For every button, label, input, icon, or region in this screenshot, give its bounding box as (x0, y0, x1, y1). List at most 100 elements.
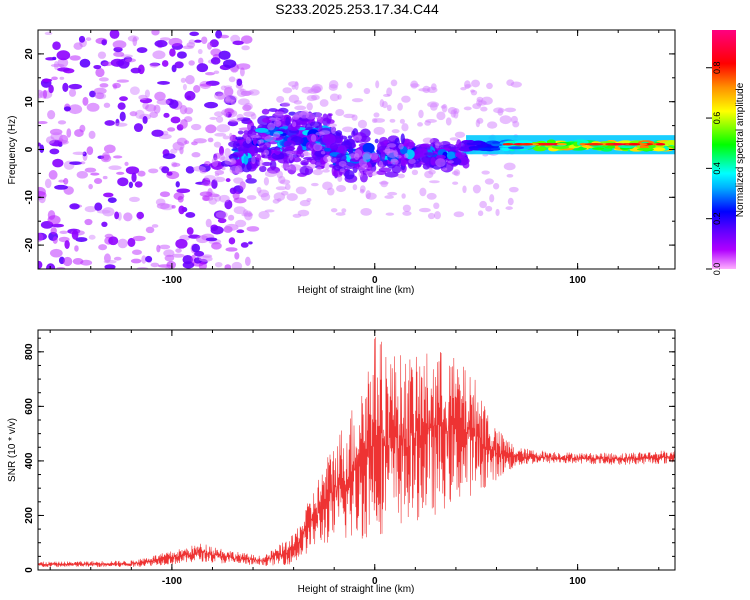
heatmap-cell (335, 212, 346, 216)
heatmap-cell (250, 113, 257, 120)
heatmap-cell (156, 202, 170, 210)
heatmap-cell (113, 155, 123, 159)
heatmap-cell (167, 127, 176, 132)
colorbar-tick-label: 0.6 (712, 112, 722, 125)
heatmap-cell (347, 135, 353, 140)
heatmap-cell (236, 63, 251, 70)
heatmap-cell (185, 166, 195, 174)
heatmap-cell (328, 80, 339, 89)
heatmap-cell (129, 196, 140, 203)
heatmap-cell (312, 169, 323, 176)
heatmap-cell (285, 116, 291, 127)
heatmap-cell (93, 64, 102, 70)
heatmap-cell (434, 141, 444, 146)
heatmap-cell (159, 244, 171, 250)
heatmap-cell (509, 186, 519, 193)
heatmap-cell (213, 70, 220, 75)
heatmap-cell (124, 58, 137, 63)
heatmap-cell (52, 158, 64, 168)
heatmap-cell (250, 135, 260, 139)
heatmap-cell (178, 205, 185, 215)
colorbar-tick-label: 0.4 (712, 162, 722, 175)
heatmap-cell (337, 175, 343, 183)
heatmap-cell (430, 157, 436, 166)
heatmap-cell (295, 186, 307, 195)
heatmap-cell (205, 124, 217, 134)
heatmap-cell (462, 185, 467, 194)
heatmap-cell (144, 89, 150, 98)
heatmap-cell (205, 72, 215, 76)
heatmap-cell (58, 179, 65, 183)
heatmap-cell (44, 178, 52, 189)
heatmap-cell (99, 83, 109, 88)
heatmap-cell (193, 138, 207, 144)
heatmap-cell (198, 57, 204, 65)
heatmap-cell (258, 210, 270, 220)
heatmap-cell (156, 99, 171, 105)
heatmap-cell (397, 102, 403, 111)
heatmap-cell (272, 132, 281, 139)
heatmap-cell (49, 248, 63, 258)
heatmap-cell (112, 82, 121, 89)
heatmap-cell (289, 164, 302, 171)
spectrogram-xtick-label: 0 (372, 275, 378, 286)
heatmap-cell (484, 178, 494, 185)
heatmap-cell (193, 85, 201, 93)
heatmap-cell (42, 89, 48, 99)
heatmap-cell (402, 204, 411, 212)
heatmap-cell (387, 143, 397, 148)
heatmap-cell (190, 123, 202, 131)
heatmap-cell (154, 91, 166, 101)
heatmap-cell (400, 133, 405, 145)
heatmap-cell (387, 191, 398, 196)
heatmap-cell (363, 87, 371, 95)
heatmap-cell (489, 194, 495, 203)
heatmap-cell (142, 115, 148, 124)
heatmap-cell (201, 181, 213, 187)
heatmap-cell (208, 197, 217, 205)
heatmap-cell (335, 130, 343, 136)
heatmap-cell (102, 175, 108, 180)
heatmap-cell (176, 51, 187, 59)
heatmap-cell (94, 92, 105, 100)
heatmap-cell (258, 159, 264, 168)
heatmap-cell (54, 184, 68, 190)
heatmap-cell (393, 149, 398, 157)
heatmap-cell (204, 174, 216, 181)
colorbar: 0.0 0.2 0.4 0.6 0.8 Normalized spectral ampl… (706, 30, 746, 275)
heatmap-cell (292, 121, 297, 128)
heatmap-cell (199, 191, 213, 197)
heatmap-cell (232, 146, 238, 151)
heatmap-cell (460, 87, 467, 91)
heatmap-cell (264, 135, 277, 142)
heatmap-cell (449, 137, 459, 141)
heatmap-cell (198, 255, 213, 262)
heatmap-cell (486, 121, 498, 129)
heatmap-cell (426, 192, 437, 200)
heatmap-cell (145, 104, 157, 112)
heatmap-cell (297, 144, 303, 152)
heatmap-cell (88, 130, 96, 140)
heatmap-cell (293, 100, 303, 105)
heatmap-cell (228, 132, 233, 142)
heatmap-cell (66, 128, 72, 138)
heatmap-cell (196, 63, 209, 73)
heatmap-cell (429, 180, 440, 184)
heatmap-cell (386, 87, 393, 97)
heatmap-cell (57, 67, 71, 72)
heatmap-cell (63, 106, 72, 112)
heatmap-cell (49, 148, 60, 155)
heatmap-cell (175, 181, 180, 188)
heatmap-cell (207, 42, 212, 50)
heatmap-cell (224, 147, 231, 157)
heatmap-cell (88, 183, 93, 190)
heatmap-cell (112, 40, 127, 49)
heatmap-cell (358, 169, 364, 178)
heatmap-cell (447, 160, 454, 164)
heatmap-cell (211, 179, 218, 189)
heatmap-cell (145, 226, 155, 234)
heatmap-cell (358, 158, 368, 167)
heatmap-cell (255, 127, 269, 133)
heatmap-cell (263, 176, 270, 186)
